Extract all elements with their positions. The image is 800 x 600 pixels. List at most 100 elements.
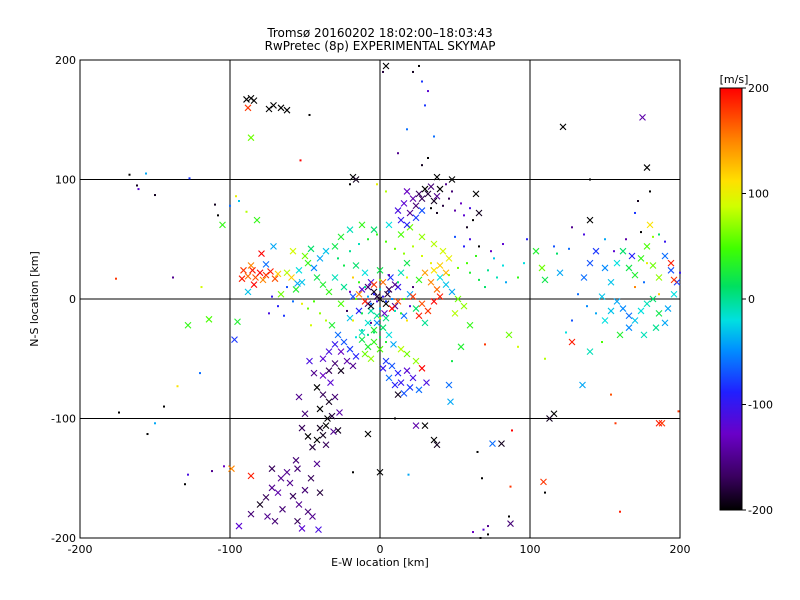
data-point-x xyxy=(295,266,303,274)
data-point-dot xyxy=(355,298,357,300)
data-point-dot xyxy=(412,70,414,73)
data-point-dot xyxy=(343,264,345,267)
data-point-dot xyxy=(154,194,156,197)
data-point-x xyxy=(415,190,423,198)
data-point-x xyxy=(259,276,267,284)
data-point-x xyxy=(643,164,651,171)
data-point-dot xyxy=(118,411,120,414)
data-point-dot xyxy=(517,345,519,348)
data-point-x xyxy=(376,266,384,274)
data-point-dot xyxy=(379,336,381,339)
data-point-x xyxy=(298,525,306,532)
data-point-x xyxy=(283,106,291,114)
data-point-x xyxy=(472,190,480,198)
data-point-x xyxy=(319,431,327,439)
data-point-dot xyxy=(586,305,588,308)
data-point-dot xyxy=(571,319,573,322)
data-point-x xyxy=(328,321,336,329)
data-point-dot xyxy=(214,203,216,206)
data-point-dot xyxy=(187,473,189,476)
data-point-dot xyxy=(421,164,423,167)
data-point-x xyxy=(637,254,645,262)
data-point-dot xyxy=(634,211,636,214)
x-tick-label: -200 xyxy=(68,543,93,556)
data-point-x xyxy=(381,309,388,317)
data-point-x xyxy=(639,113,646,121)
data-point-x xyxy=(403,188,411,195)
data-point-x xyxy=(607,307,615,315)
data-point-x xyxy=(262,271,270,279)
data-point-dot xyxy=(376,233,378,236)
data-point-dot xyxy=(652,235,654,238)
data-point-dot xyxy=(509,485,512,488)
data-point-x xyxy=(424,190,432,198)
data-point-dot xyxy=(469,238,471,241)
data-point-x xyxy=(427,183,435,191)
data-point-x xyxy=(268,465,276,473)
data-point-x xyxy=(370,226,378,234)
data-point-dot xyxy=(379,317,381,320)
data-point-x xyxy=(322,441,330,449)
data-point-dot xyxy=(223,465,225,468)
data-point-x xyxy=(316,405,324,413)
data-point-x xyxy=(433,192,441,200)
data-point-dot xyxy=(619,510,621,513)
data-point-dot xyxy=(367,238,369,241)
data-point-x xyxy=(397,216,405,224)
data-point-x xyxy=(307,474,315,482)
data-point-dot xyxy=(286,286,288,289)
data-point-x xyxy=(448,176,456,183)
data-point-x xyxy=(309,513,316,520)
data-point-dot xyxy=(292,300,294,303)
data-point-x xyxy=(352,262,360,269)
data-point-dot xyxy=(361,329,363,332)
data-point-x xyxy=(418,233,426,241)
data-point-dot xyxy=(137,188,140,191)
data-point-dot xyxy=(154,422,156,425)
data-point-x xyxy=(385,221,393,229)
data-point-x xyxy=(421,319,429,327)
data-point-x xyxy=(670,276,678,284)
data-point-x xyxy=(628,252,636,260)
data-point-dot xyxy=(115,277,117,280)
data-point-x xyxy=(421,422,429,430)
data-point-x xyxy=(376,468,384,476)
data-point-x xyxy=(421,185,429,193)
data-point-x xyxy=(253,216,261,224)
data-point-x xyxy=(327,379,334,387)
data-point-x xyxy=(367,355,375,363)
data-point-x xyxy=(661,319,669,327)
data-point-dot xyxy=(163,405,165,408)
data-point-x xyxy=(391,381,399,389)
data-point-x xyxy=(289,247,297,255)
data-point-dot xyxy=(577,293,579,296)
data-point-dot xyxy=(583,233,585,236)
data-point-x xyxy=(397,345,405,353)
data-point-x xyxy=(313,436,321,444)
data-point-x xyxy=(433,286,441,293)
data-point-x xyxy=(390,341,397,348)
data-point-dot xyxy=(367,333,369,336)
data-point-x xyxy=(286,479,294,487)
data-point-x xyxy=(313,460,321,468)
data-point-x xyxy=(454,295,462,303)
data-point-dot xyxy=(172,276,174,279)
data-point-x xyxy=(436,293,444,300)
data-point-dot xyxy=(379,288,381,291)
data-point-dot xyxy=(200,286,203,289)
data-point-x xyxy=(283,468,291,476)
data-point-dot xyxy=(349,183,351,186)
data-point-dot xyxy=(451,190,453,193)
y-tick-label: -100 xyxy=(51,413,76,426)
data-point-dot xyxy=(385,240,387,243)
data-point-x xyxy=(355,290,363,298)
data-point-x xyxy=(268,484,276,492)
data-point-x xyxy=(310,264,318,272)
data-point-dot xyxy=(445,183,447,186)
data-point-dot xyxy=(433,135,435,138)
data-point-x xyxy=(228,465,235,473)
data-point-x xyxy=(421,269,429,277)
data-point-x xyxy=(592,247,600,255)
data-point-x xyxy=(436,262,444,269)
data-point-dot xyxy=(478,278,480,281)
